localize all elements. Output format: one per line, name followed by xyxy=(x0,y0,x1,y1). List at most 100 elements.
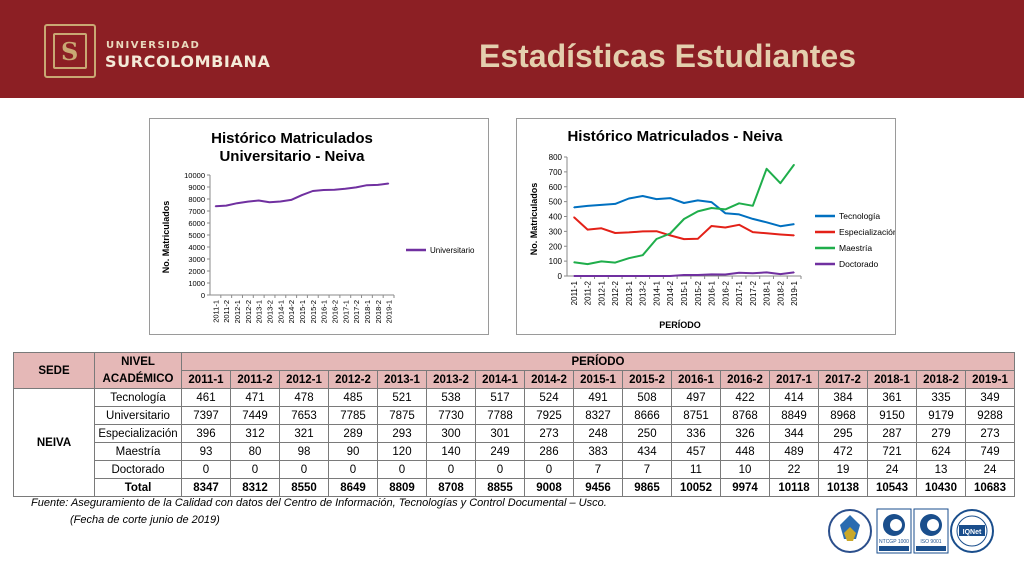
period-header-cell: 2013-1 xyxy=(377,370,427,389)
value-cell: 7925 xyxy=(524,406,574,425)
y-tick-label: 5000 xyxy=(188,231,205,240)
value-cell: 289 xyxy=(328,424,378,443)
data-point xyxy=(655,230,658,232)
data-point xyxy=(752,218,754,220)
x-tick-label: 2011-1 xyxy=(211,300,220,323)
data-point xyxy=(628,275,630,277)
data-point xyxy=(587,275,589,277)
data-point xyxy=(683,238,685,240)
value-cell: 434 xyxy=(622,442,672,461)
x-tick-label: 2017-2 xyxy=(352,300,361,323)
data-point xyxy=(628,257,630,259)
value-cell: 273 xyxy=(965,424,1015,443)
total-cell: 8550 xyxy=(279,478,329,497)
data-point xyxy=(752,205,754,207)
value-cell: 461 xyxy=(181,388,231,407)
periodo-header: PERÍODO xyxy=(181,352,1015,371)
data-point xyxy=(724,212,726,214)
table-row: Especialización 396 312 321 289 293 300 301 273 2… xyxy=(14,424,1015,443)
data-point xyxy=(301,194,303,196)
period-header-cell: 2015-1 xyxy=(573,370,623,389)
x-tick-label: 2015-2 xyxy=(309,300,318,323)
x-tick-label: 2018-2 xyxy=(776,280,785,305)
y-tick-label: 100 xyxy=(549,257,563,266)
value-cell: 7449 xyxy=(230,406,280,425)
value-cell: 8968 xyxy=(818,406,868,425)
series-line-3 xyxy=(573,164,795,266)
x-tick-label: 2014-1 xyxy=(652,280,661,305)
value-cell: 383 xyxy=(573,442,623,461)
data-point xyxy=(710,225,713,227)
period-header-cell: 2017-1 xyxy=(769,370,819,389)
data-point xyxy=(290,199,292,201)
value-cell: 279 xyxy=(916,424,966,443)
y-tick-label: 7000 xyxy=(188,207,205,216)
table-period-row: ACADÉMICO 2011-1 2011-2 2012-1 2012-2 2013-1 2… xyxy=(14,370,1015,389)
value-cell: 24 xyxy=(867,460,917,479)
y-tick-label: 700 xyxy=(549,168,563,177)
x-tick-label: 2012-1 xyxy=(233,300,242,323)
value-cell: 312 xyxy=(230,424,280,443)
value-cell: 384 xyxy=(818,388,868,407)
x-tick-label: 2014-2 xyxy=(287,300,296,323)
x-tick-label: 2014-2 xyxy=(666,280,675,305)
data-point xyxy=(587,228,589,231)
value-cell: 624 xyxy=(916,442,966,461)
period-header-cell: 2018-2 xyxy=(916,370,966,389)
value-cell: 10 xyxy=(720,460,770,479)
table-row: NEIVA Tecnología 461 471 478 485 521 538 517 524 4… xyxy=(13,388,1015,497)
value-cell: 120 xyxy=(377,442,427,461)
value-cell: 489 xyxy=(769,442,819,461)
value-cell: 478 xyxy=(279,388,329,407)
data-point xyxy=(655,275,658,277)
value-cell: 140 xyxy=(426,442,476,461)
data-point xyxy=(236,202,238,204)
data-point xyxy=(600,260,603,263)
period-header-cell: 2012-1 xyxy=(279,370,329,389)
value-cell: 11 xyxy=(671,460,721,479)
data-point xyxy=(333,189,336,191)
table-header-row: SEDE NIVEL PERÍODO xyxy=(13,352,1015,389)
y-tick-label: 500 xyxy=(549,198,563,207)
value-cell: 7397 xyxy=(181,406,231,425)
x-tick-label: 2017-1 xyxy=(735,280,744,305)
chart1-title-line1: Histórico Matriculados xyxy=(211,130,373,147)
legend-label: Universitario xyxy=(430,246,475,255)
data-point xyxy=(214,205,217,207)
ntcgp-icontec-icon: NTCGP 1000 xyxy=(876,508,912,554)
logo-line-1: UNIVERSIDAD xyxy=(106,40,201,51)
data-point xyxy=(642,275,644,277)
value-cell: 7730 xyxy=(426,406,476,425)
total-cell: 8708 xyxy=(426,478,476,497)
data-point xyxy=(279,200,281,203)
value-cell: 7785 xyxy=(328,406,378,425)
data-point xyxy=(765,221,768,223)
value-cell: 8666 xyxy=(622,406,672,425)
data-point xyxy=(614,203,616,205)
total-cell: 8312 xyxy=(230,478,280,497)
data-point xyxy=(683,202,685,204)
value-cell: 517 xyxy=(475,388,525,407)
data-point xyxy=(614,232,616,234)
level-cell: Universitario xyxy=(94,406,182,425)
value-cell: 250 xyxy=(622,424,672,443)
data-point xyxy=(323,189,325,191)
data-point xyxy=(600,275,603,277)
chart2-title: Histórico Matriculados - Neiva xyxy=(567,128,783,145)
value-cell: 80 xyxy=(230,442,280,461)
y-tick-label: 3000 xyxy=(188,255,205,264)
total-cell: 10683 xyxy=(965,478,1015,497)
value-cell: 295 xyxy=(818,424,868,443)
period-header-cell: 2011-1 xyxy=(181,370,231,389)
chart1-y-axis-label: No. Matriculados xyxy=(161,201,171,274)
nivel-header-2: ACADÉMICO xyxy=(94,370,182,389)
x-tick-label: 2018-1 xyxy=(763,280,772,305)
data-point xyxy=(752,231,754,233)
data-point xyxy=(697,274,699,276)
data-point xyxy=(669,275,671,277)
series-line-1 xyxy=(573,195,795,228)
data-point xyxy=(587,205,589,207)
data-point xyxy=(614,262,616,264)
value-cell: 538 xyxy=(426,388,476,407)
data-point xyxy=(779,225,781,227)
